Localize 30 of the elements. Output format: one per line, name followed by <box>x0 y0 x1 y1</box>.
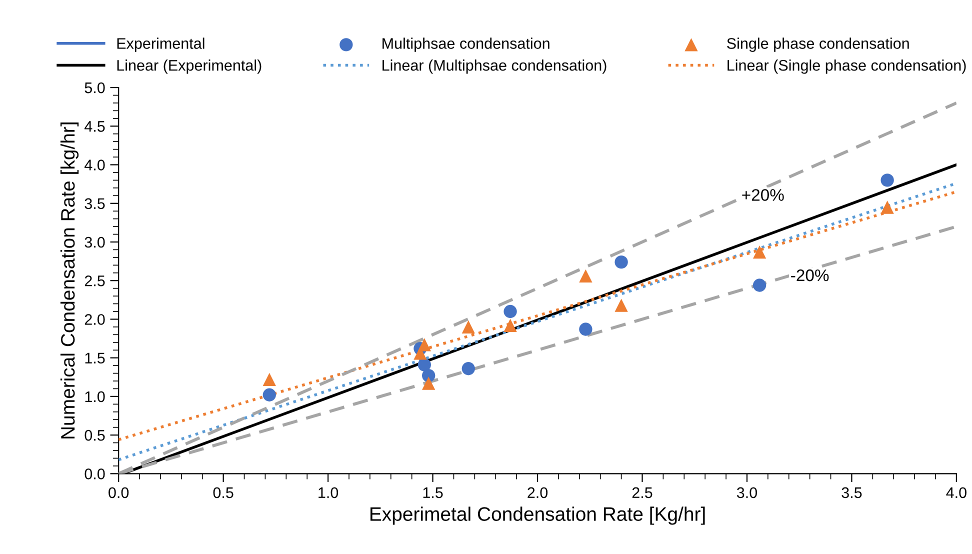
y-tick-label: 2.5 <box>84 275 105 286</box>
legend-label: Single phase condensation <box>727 38 909 52</box>
y-tick-label: 5.0 <box>84 82 105 94</box>
legend-label: Linear (Multiphsae condensation) <box>382 60 606 74</box>
y-tick-label: 1.0 <box>85 391 105 402</box>
x-tick-label: 1.5 <box>423 487 443 498</box>
y-tick-label: 2.0 <box>84 314 105 325</box>
legend-label: Multiphsae condensation <box>382 38 550 52</box>
x-tick-label: 4.0 <box>946 487 966 498</box>
x-tick-label: 2.0 <box>528 487 548 498</box>
y-tick-label: 4.5 <box>84 121 105 132</box>
legend-label: Experimental <box>117 38 204 52</box>
y-tick-label: 3.5 <box>84 198 105 210</box>
y-tick-label: 3.0 <box>84 236 105 248</box>
x-tick-label: 2.5 <box>632 487 652 498</box>
annotation: -20% <box>791 269 829 282</box>
x-tick-label: 3.5 <box>842 487 862 498</box>
x-tick-label: 1.0 <box>318 487 338 498</box>
x-tick-label: 0.5 <box>213 487 234 498</box>
annotation: +20% <box>742 189 784 201</box>
x-tick-label: 0.0 <box>108 487 129 498</box>
legend-label: Linear (Experimental) <box>117 60 262 74</box>
y-axis-title: Numerical Condensation Rate [kg/hr] <box>60 122 79 438</box>
y-tick-label: 0.5 <box>84 430 105 441</box>
y-tick-label: 4.0 <box>84 160 105 170</box>
x-axis-title: Experimetal Condensation Rate [Kg/hr] <box>370 506 705 525</box>
x-tick-label: 3.0 <box>736 487 758 498</box>
y-tick-label: 1.5 <box>85 352 105 364</box>
legend-label: Linear (Single phase condensation) <box>728 60 966 74</box>
y-tick-label: 0.0 <box>84 468 105 480</box>
